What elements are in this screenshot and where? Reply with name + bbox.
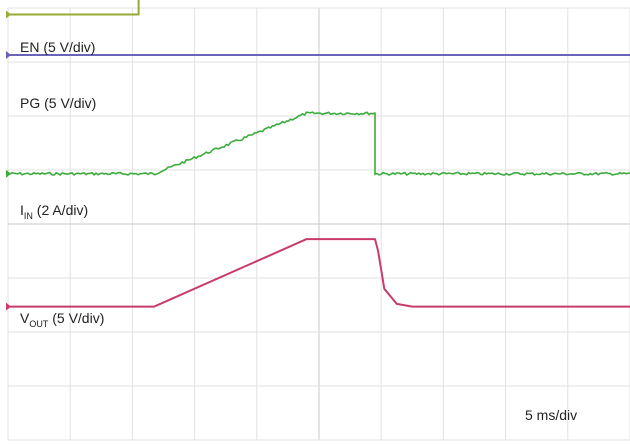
en-trace — [8, 0, 140, 16]
timebase-label: 5 ms/div — [525, 407, 577, 423]
en-channel-marker — [6, 10, 11, 19]
traces — [6, 0, 630, 311]
trace-labels: EN (5 V/div) PG (5 V/div) IIN (2 A/div) … — [20, 39, 577, 423]
vout-trace — [8, 238, 630, 308]
iin-label: IIN (2 A/div) — [20, 202, 88, 221]
pg-channel-marker — [6, 50, 11, 59]
vout-label: VOUT (5 V/div) — [20, 310, 104, 329]
iin-channel-marker — [6, 169, 11, 178]
iin-trace — [7, 111, 630, 176]
pg-label: PG (5 V/div) — [20, 95, 96, 111]
vout-channel-marker — [6, 302, 11, 311]
en-label: EN (5 V/div) — [20, 39, 95, 55]
grid — [7, 7, 630, 441]
